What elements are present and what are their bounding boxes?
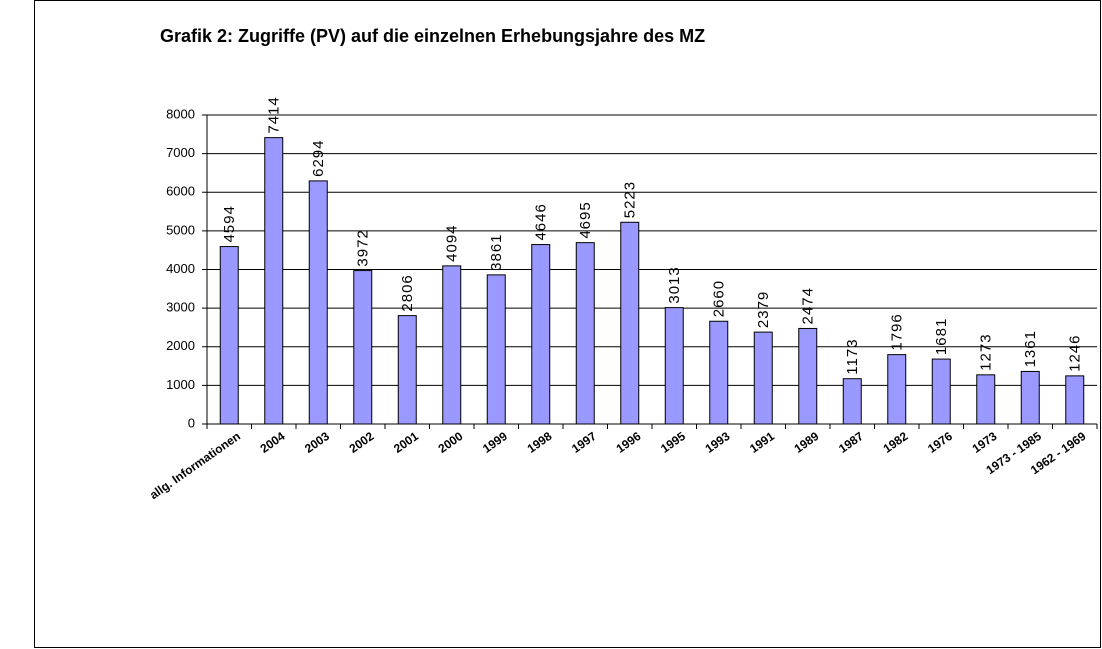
x-tick-label: 1995 <box>658 429 688 456</box>
data-label: 4594 <box>221 205 238 242</box>
bar <box>664 307 684 425</box>
y-tick-label: 8000 <box>166 106 195 121</box>
data-label: 1173 <box>844 338 861 374</box>
bar <box>620 221 640 425</box>
bar <box>1020 370 1040 425</box>
bar <box>575 242 595 425</box>
x-tick-label: 2000 <box>436 429 466 456</box>
data-label: 4695 <box>577 201 594 238</box>
x-tick-label: allg. Informationen <box>147 429 243 502</box>
bar <box>353 270 373 425</box>
data-label: 1246 <box>1067 334 1084 371</box>
x-tick-label: 1996 <box>614 429 644 456</box>
x-tick-label: 1982 <box>881 429 911 456</box>
x-tick-label: 1976 <box>925 429 955 456</box>
bar <box>798 327 818 425</box>
y-tick-label: 5000 <box>166 222 195 237</box>
x-tick-label: 2003 <box>302 429 332 456</box>
y-tick-label: 6000 <box>166 184 195 199</box>
bar <box>753 331 773 425</box>
bar <box>531 244 551 425</box>
x-tick-label: 1991 <box>747 429 777 456</box>
x-tick-label: 2004 <box>258 429 288 456</box>
bar <box>1065 375 1085 425</box>
data-label: 4646 <box>533 203 550 240</box>
x-tick-label: 2002 <box>347 429 377 456</box>
y-tick-label: 2000 <box>166 338 195 353</box>
data-label: 3972 <box>355 229 372 266</box>
data-label: 1681 <box>933 318 950 355</box>
data-label: 7414 <box>266 96 283 133</box>
data-label: 2806 <box>399 274 416 311</box>
bar <box>397 315 417 425</box>
y-tick-label: 3000 <box>166 300 195 315</box>
bar <box>219 246 239 425</box>
y-tick-label: 1000 <box>166 377 195 392</box>
bar <box>842 378 862 425</box>
x-tick-label: 1989 <box>792 429 822 456</box>
x-tick-label: 1993 <box>703 429 733 456</box>
data-label: 1796 <box>889 313 906 350</box>
x-tick-label: 1999 <box>480 429 510 456</box>
data-label: 5223 <box>622 181 639 218</box>
chart-frame <box>34 0 1101 648</box>
data-label: 4094 <box>444 224 461 261</box>
data-label: 2660 <box>711 280 728 317</box>
x-tick-label: 1998 <box>525 429 555 456</box>
y-tick-label: 0 <box>188 415 195 430</box>
bar <box>486 274 506 425</box>
data-label: 6294 <box>310 140 327 177</box>
x-tick-label: 1987 <box>836 429 866 456</box>
data-label: 2379 <box>755 291 772 328</box>
bar <box>264 137 284 425</box>
y-tick-label: 4000 <box>166 261 195 276</box>
x-tick-label: 2001 <box>391 429 421 456</box>
data-label: 2474 <box>800 287 817 324</box>
x-tick-label: 1973 <box>970 429 1000 456</box>
bar <box>931 358 951 425</box>
bar <box>887 354 907 425</box>
data-label: 3861 <box>488 233 505 270</box>
bar <box>976 374 996 425</box>
data-label: 1273 <box>978 333 995 370</box>
bar <box>709 320 729 425</box>
chart-title: Grafik 2: Zugriffe (PV) auf die einzelne… <box>160 26 705 46</box>
data-label: 1361 <box>1022 330 1039 367</box>
bar <box>308 180 328 425</box>
bar <box>442 265 462 425</box>
x-tick-label: 1997 <box>569 429 599 456</box>
y-tick-label: 7000 <box>166 145 195 160</box>
data-label: 3013 <box>666 266 683 303</box>
